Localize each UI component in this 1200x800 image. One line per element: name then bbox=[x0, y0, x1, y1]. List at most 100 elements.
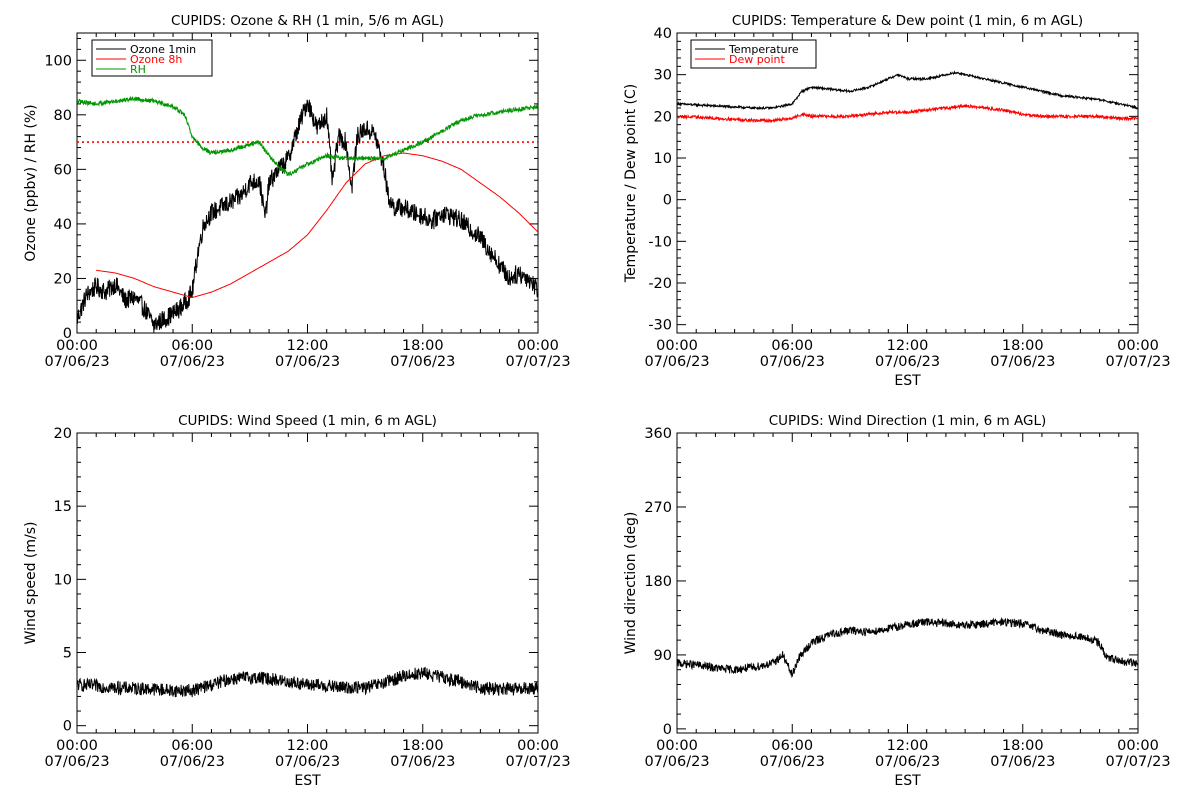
chart-title: CUPIDS: Wind Speed (1 min, 6 m AGL) bbox=[178, 413, 437, 429]
y-tick-label: 0 bbox=[663, 722, 672, 738]
x-tick-label-time: 12:00 bbox=[287, 738, 329, 754]
y-tick-label: 10 bbox=[54, 572, 72, 588]
x-tick-label-date: 07/07/23 bbox=[505, 754, 570, 770]
y-tick-label: 90 bbox=[654, 648, 672, 664]
x-tick-label-date: 07/06/23 bbox=[275, 354, 340, 370]
x-tick-label-date: 07/07/23 bbox=[505, 354, 570, 370]
x-tick-label-time: 06:00 bbox=[771, 738, 813, 754]
y-tick-label: 180 bbox=[644, 574, 672, 590]
x-tick-label-date: 07/06/23 bbox=[990, 354, 1055, 370]
plot-frame bbox=[676, 432, 1139, 734]
x-tick-label-time: 06:00 bbox=[171, 338, 213, 354]
y-tick-label: 20 bbox=[54, 271, 72, 287]
x-tick-label-date: 07/06/23 bbox=[875, 754, 940, 770]
y-tick-label: 10 bbox=[654, 151, 672, 167]
x-tick-label-date: 07/06/23 bbox=[390, 754, 455, 770]
series-line-ozone-1min bbox=[77, 99, 538, 331]
y-axis-label: Wind direction (deg) bbox=[623, 512, 639, 655]
x-tick-label-date: 07/06/23 bbox=[390, 354, 455, 370]
x-axis-label: EST bbox=[894, 373, 921, 389]
y-axis-label: Wind speed (m/s) bbox=[23, 522, 39, 645]
series-line-rh bbox=[77, 95, 538, 177]
chart-panel-2: CUPIDS: Temperature & Dew point (1 min, … bbox=[623, 13, 1171, 389]
y-tick-label: -30 bbox=[648, 318, 672, 334]
x-tick-label-date: 07/06/23 bbox=[760, 354, 825, 370]
series-line-temperature bbox=[677, 70, 1138, 111]
y-tick-label: 0 bbox=[63, 719, 72, 735]
x-tick-label-time: 06:00 bbox=[171, 738, 213, 754]
y-tick-label: 5 bbox=[63, 646, 72, 662]
x-tick-label-time: 18:00 bbox=[402, 338, 444, 354]
y-tick-label: -20 bbox=[648, 276, 672, 292]
x-tick-label-date: 07/06/23 bbox=[875, 354, 940, 370]
x-tick-label-date: 07/07/23 bbox=[1105, 354, 1170, 370]
x-tick-label-date: 07/06/23 bbox=[160, 754, 225, 770]
y-tick-label: 0 bbox=[663, 193, 672, 209]
plot-area bbox=[77, 666, 538, 698]
chart-title: CUPIDS: Temperature & Dew point (1 min, … bbox=[732, 13, 1083, 29]
y-tick-label: 15 bbox=[54, 499, 72, 515]
x-tick-label-date: 07/06/23 bbox=[760, 754, 825, 770]
chart-title: CUPIDS: Ozone & RH (1 min, 5/6 m AGL) bbox=[171, 13, 444, 29]
y-tick-label: 30 bbox=[654, 68, 672, 84]
y-tick-label: 20 bbox=[654, 109, 672, 125]
x-tick-label-date: 07/06/23 bbox=[160, 354, 225, 370]
y-tick-label: -10 bbox=[648, 234, 672, 250]
x-tick-label-time: 18:00 bbox=[1002, 738, 1044, 754]
x-tick-label-date: 07/06/23 bbox=[990, 754, 1055, 770]
x-tick-label-date: 07/06/23 bbox=[44, 354, 109, 370]
plot-area bbox=[77, 95, 538, 331]
x-tick-label-time: 00:00 bbox=[56, 338, 98, 354]
y-tick-label: 20 bbox=[54, 426, 72, 442]
plot-area bbox=[677, 616, 1138, 678]
chart-panel-3: CUPIDS: Wind Speed (1 min, 6 m AGL) 0 5 10 1… bbox=[23, 413, 571, 789]
y-tick-label: 40 bbox=[654, 26, 672, 42]
x-tick-label-time: 06:00 bbox=[771, 338, 813, 354]
series-line-data bbox=[677, 616, 1138, 678]
x-tick-label-time: 12:00 bbox=[887, 738, 929, 754]
chart-panel-1: CUPIDS: Ozone & RH (1 min, 5/6 m AGL) 0 20… bbox=[23, 13, 571, 370]
x-tick-label-date: 07/06/23 bbox=[275, 754, 340, 770]
chart-title: CUPIDS: Wind Direction (1 min, 6 m AGL) bbox=[769, 413, 1047, 429]
x-tick-label-time: 00:00 bbox=[517, 738, 559, 754]
x-tick-label-time: 00:00 bbox=[1117, 738, 1159, 754]
x-tick-label-date: 07/06/23 bbox=[44, 754, 109, 770]
x-tick-label-time: 18:00 bbox=[402, 738, 444, 754]
x-tick-label-time: 00:00 bbox=[1117, 338, 1159, 354]
series-line-dew-point bbox=[677, 103, 1138, 124]
x-tick-label-time: 12:00 bbox=[887, 338, 929, 354]
legend-entry: RH bbox=[130, 63, 146, 76]
x-tick-label-time: 00:00 bbox=[656, 738, 698, 754]
series-line-data bbox=[77, 666, 538, 698]
y-tick-label: 270 bbox=[644, 500, 672, 516]
legend-entry: Ozone 1min bbox=[130, 43, 196, 56]
y-axis-label: Ozone (ppbv) / RH (%) bbox=[23, 104, 39, 261]
x-tick-label-date: 07/07/23 bbox=[1105, 754, 1170, 770]
y-tick-label: 100 bbox=[44, 53, 72, 69]
x-tick-label-date: 07/06/23 bbox=[644, 354, 709, 370]
plot-frame bbox=[76, 32, 539, 334]
series-line-ozone-8h bbox=[96, 152, 538, 299]
x-tick-label-time: 00:00 bbox=[517, 338, 559, 354]
legend-entry: Dew point bbox=[729, 53, 785, 66]
legend-entry: Ozone 8h bbox=[130, 53, 182, 66]
x-tick-label-time: 00:00 bbox=[56, 738, 98, 754]
x-axis-label: EST bbox=[294, 773, 321, 789]
y-axis-label: Temperature / Dew point (C) bbox=[623, 84, 639, 283]
y-tick-label: 40 bbox=[54, 217, 72, 233]
chart-panel-4: CUPIDS: Wind Direction (1 min, 6 m AGL) 0… bbox=[623, 413, 1171, 789]
y-tick-label: 360 bbox=[644, 426, 672, 442]
legend-box bbox=[690, 39, 817, 69]
x-axis-label: EST bbox=[894, 773, 921, 789]
y-tick-label: 80 bbox=[54, 108, 72, 124]
x-tick-label-time: 12:00 bbox=[287, 338, 329, 354]
x-tick-label-time: 00:00 bbox=[656, 338, 698, 354]
plot-area bbox=[677, 70, 1138, 124]
y-tick-label: 60 bbox=[54, 162, 72, 178]
x-tick-label-date: 07/06/23 bbox=[644, 754, 709, 770]
legend-box bbox=[91, 39, 213, 77]
x-tick-label-time: 18:00 bbox=[1002, 338, 1044, 354]
